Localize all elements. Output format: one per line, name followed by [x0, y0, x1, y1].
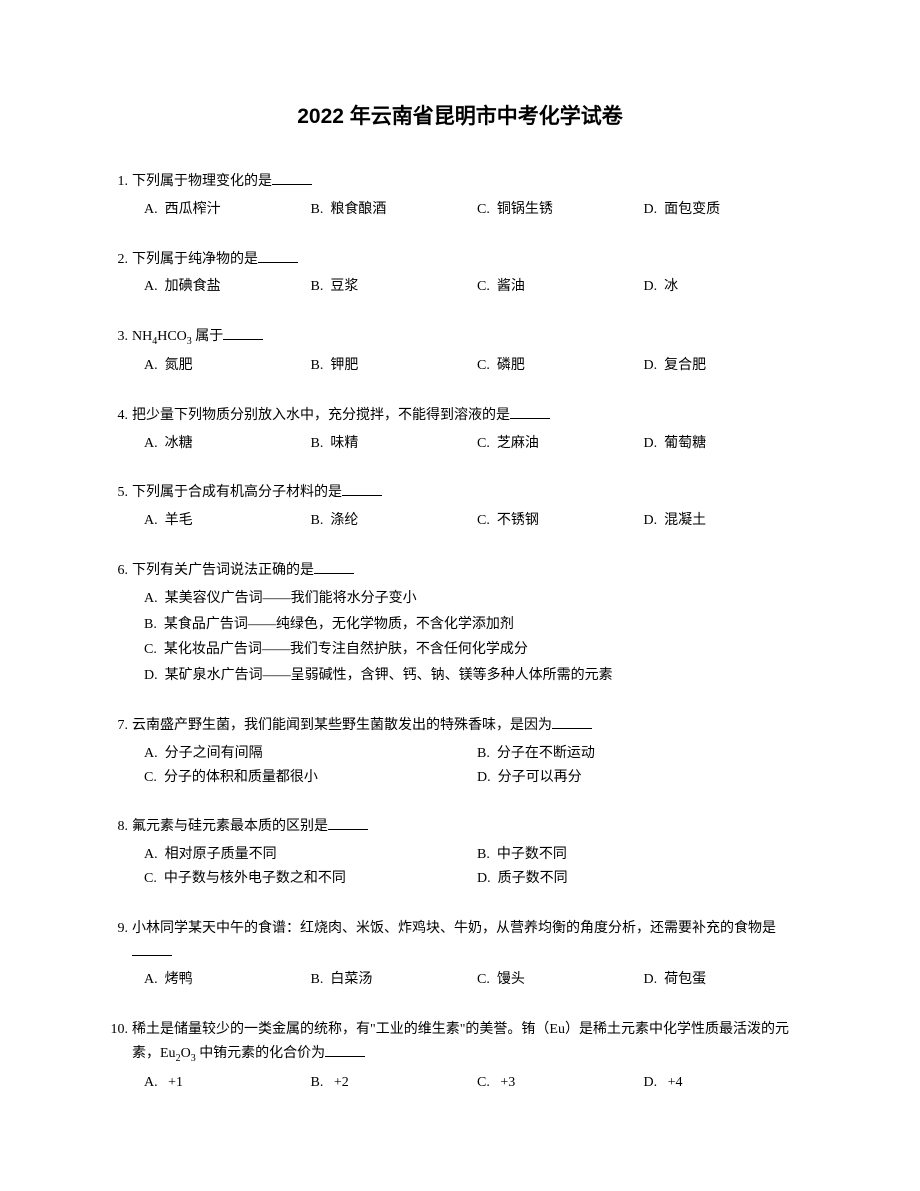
question-stem: 8.氟元素与硅元素最本质的区别是	[110, 815, 810, 839]
option-c: C. 不锈钢	[477, 509, 644, 533]
option-c: C. +3	[477, 1071, 644, 1095]
option-d: D. 分子可以再分	[477, 766, 810, 790]
question-stem: 7.云南盛产野生菌，我们能闻到某些野生菌散发出的特殊香味，是因为	[110, 714, 810, 738]
options-row: C. 中子数与核外电子数之和不同D. 质子数不同	[144, 867, 810, 891]
option-d: D. 葡萄糖	[644, 432, 811, 456]
question-number: 6.	[110, 559, 132, 583]
option-d: D. 复合肥	[644, 354, 811, 378]
option-a: A. +1	[144, 1071, 311, 1095]
question-text: 下列属于合成有机高分子材料的是	[132, 481, 810, 505]
options-row: A. 烤鸭B. 白菜汤C. 馒头D. 荷包蛋	[110, 968, 810, 992]
question-number: 3.	[110, 325, 132, 349]
option-a: A. 加碘食盐	[144, 275, 311, 299]
question-stem: 6.下列有关广告词说法正确的是	[110, 559, 810, 583]
question: 8.氟元素与硅元素最本质的区别是 A. 相对原子质量不同B. 中子数不同C. 中子…	[110, 815, 810, 890]
option-d: D. 某矿泉水广告词——呈弱碱性，含钾、钙、钠、镁等多种人体所需的元素	[144, 664, 810, 688]
option-c: C. 中子数与核外电子数之和不同	[144, 867, 477, 891]
option-a: A. 西瓜榨汁	[144, 198, 311, 222]
option-a: A. 氮肥	[144, 354, 311, 378]
option-b: B. 豆浆	[311, 275, 478, 299]
question-number: 7.	[110, 714, 132, 738]
question-stem: 9.小林同学某天中午的食谱：红烧肉、米饭、炸鸡块、牛奶，从营养均衡的角度分析，还…	[110, 917, 810, 965]
question-number: 9.	[110, 917, 132, 941]
page-title: 2022 年云南省昆明市中考化学试卷	[110, 100, 810, 130]
question: 6.下列有关广告词说法正确的是 A. 某美容仪广告词——我们能将水分子变小B. 某…	[110, 559, 810, 688]
options-row: A. 氮肥B. 钾肥C. 磷肥D. 复合肥	[110, 354, 810, 378]
question-text: 下列属于物理变化的是	[132, 170, 810, 194]
options-block: A. 分子之间有间隔B. 分子在不断运动C. 分子的体积和质量都很小D. 分子可…	[110, 742, 810, 790]
option-b: B. 味精	[311, 432, 478, 456]
option-c: C. 芝麻油	[477, 432, 644, 456]
option-d: D. 冰	[644, 275, 811, 299]
options-row: A. +1B. +2C. +3D. +4	[110, 1071, 810, 1095]
option-a: A. 羊毛	[144, 509, 311, 533]
option-d: D. 混凝土	[644, 509, 811, 533]
options-row: A. 冰糖B. 味精C. 芝麻油D. 葡萄糖	[110, 432, 810, 456]
question: 7.云南盛产野生菌，我们能闻到某些野生菌散发出的特殊香味，是因为 A. 分子之间有…	[110, 714, 810, 789]
option-b: B. 某食品广告词——纯绿色，无化学物质，不含化学添加剂	[144, 613, 810, 637]
question: 9.小林同学某天中午的食谱：红烧肉、米饭、炸鸡块、牛奶，从营养均衡的角度分析，还…	[110, 917, 810, 992]
question-number: 8.	[110, 815, 132, 839]
question: 2.下列属于纯净物的是 A. 加碘食盐B. 豆浆C. 酱油D. 冰	[110, 248, 810, 300]
question-number: 10.	[110, 1018, 132, 1042]
question-stem: 10.稀土是储量较少的一类金属的统称，有"工业的维生素"的美誉。铕（Eu）是稀土…	[110, 1018, 810, 1067]
question-text: 下列有关广告词说法正确的是	[132, 559, 810, 583]
question-stem: 5.下列属于合成有机高分子材料的是	[110, 481, 810, 505]
options-row: A. 西瓜榨汁B. 粮食酿酒C. 铜锅生锈D. 面包变质	[110, 198, 810, 222]
question-text: 下列属于纯净物的是	[132, 248, 810, 272]
options-row: A. 加碘食盐B. 豆浆C. 酱油D. 冰	[110, 275, 810, 299]
options-row: A. 分子之间有间隔B. 分子在不断运动	[144, 742, 810, 766]
option-b: B. 分子在不断运动	[477, 742, 810, 766]
option-d: D. 面包变质	[644, 198, 811, 222]
question-text: 小林同学某天中午的食谱：红烧肉、米饭、炸鸡块、牛奶，从营养均衡的角度分析，还需要…	[132, 917, 810, 965]
options-row: A. 羊毛B. 涤纶C. 不锈钢D. 混凝土	[110, 509, 810, 533]
question-number: 4.	[110, 404, 132, 428]
option-a: A. 分子之间有间隔	[144, 742, 477, 766]
question: 4.把少量下列物质分别放入水中，充分搅拌，不能得到溶液的是 A. 冰糖B. 味精C…	[110, 404, 810, 456]
option-a: A. 烤鸭	[144, 968, 311, 992]
option-d: D. 质子数不同	[477, 867, 810, 891]
questions-list: 1.下列属于物理变化的是 A. 西瓜榨汁B. 粮食酿酒C. 铜锅生锈D. 面包变质…	[110, 170, 810, 1095]
option-b: B. +2	[311, 1071, 478, 1095]
question: 5.下列属于合成有机高分子材料的是 A. 羊毛B. 涤纶C. 不锈钢D. 混凝土	[110, 481, 810, 533]
question-text: 云南盛产野生菌，我们能闻到某些野生菌散发出的特殊香味，是因为	[132, 714, 810, 738]
options-block: A. 相对原子质量不同B. 中子数不同C. 中子数与核外电子数之和不同D. 质子…	[110, 843, 810, 891]
question-stem: 1.下列属于物理变化的是	[110, 170, 810, 194]
question: 10.稀土是储量较少的一类金属的统称，有"工业的维生素"的美誉。铕（Eu）是稀土…	[110, 1018, 810, 1094]
options-row: C. 分子的体积和质量都很小D. 分子可以再分	[144, 766, 810, 790]
question-number: 1.	[110, 170, 132, 194]
option-a: A. 相对原子质量不同	[144, 843, 477, 867]
options-row: A. 相对原子质量不同B. 中子数不同	[144, 843, 810, 867]
option-c: C. 某化妆品广告词——我们专注自然护肤，不含任何化学成分	[144, 638, 810, 662]
question-stem: 3.NH4HCO3 属于	[110, 325, 810, 350]
options-block: A. 某美容仪广告词——我们能将水分子变小B. 某食品广告词——纯绿色，无化学物…	[110, 587, 810, 688]
question-text: 把少量下列物质分别放入水中，充分搅拌，不能得到溶液的是	[132, 404, 810, 428]
question-stem: 4.把少量下列物质分别放入水中，充分搅拌，不能得到溶液的是	[110, 404, 810, 428]
option-c: C. 酱油	[477, 275, 644, 299]
option-b: B. 白菜汤	[311, 968, 478, 992]
option-c: C. 分子的体积和质量都很小	[144, 766, 477, 790]
option-c: C. 馒头	[477, 968, 644, 992]
question-text: NH4HCO3 属于	[132, 325, 810, 350]
option-c: C. 铜锅生锈	[477, 198, 644, 222]
option-d: D. 荷包蛋	[644, 968, 811, 992]
option-a: A. 冰糖	[144, 432, 311, 456]
question-text: 稀土是储量较少的一类金属的统称，有"工业的维生素"的美誉。铕（Eu）是稀土元素中…	[132, 1018, 810, 1067]
question: 3.NH4HCO3 属于 A. 氮肥B. 钾肥C. 磷肥D. 复合肥	[110, 325, 810, 378]
question: 1.下列属于物理变化的是 A. 西瓜榨汁B. 粮食酿酒C. 铜锅生锈D. 面包变质	[110, 170, 810, 222]
question-number: 2.	[110, 248, 132, 272]
option-b: B. 钾肥	[311, 354, 478, 378]
question-text: 氟元素与硅元素最本质的区别是	[132, 815, 810, 839]
option-b: B. 粮食酿酒	[311, 198, 478, 222]
option-a: A. 某美容仪广告词——我们能将水分子变小	[144, 587, 810, 611]
option-d: D. +4	[644, 1071, 811, 1095]
option-b: B. 涤纶	[311, 509, 478, 533]
option-b: B. 中子数不同	[477, 843, 810, 867]
question-number: 5.	[110, 481, 132, 505]
option-c: C. 磷肥	[477, 354, 644, 378]
question-stem: 2.下列属于纯净物的是	[110, 248, 810, 272]
